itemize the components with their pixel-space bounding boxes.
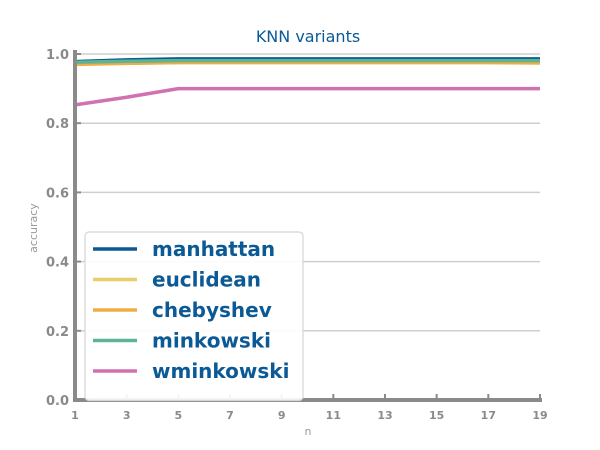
y-tick-label: 1.0 xyxy=(46,48,69,63)
x-tick-label: 13 xyxy=(377,409,392,422)
y-tick-label: 0.6 xyxy=(46,186,69,201)
y-axis-label: accuracy xyxy=(27,203,40,253)
series-line-minkowski xyxy=(74,58,540,65)
x-tick-label: 5 xyxy=(175,409,183,422)
x-axis-label: n xyxy=(305,425,312,438)
x-tick-label: 9 xyxy=(278,409,286,422)
legend-label-minkowski: minkowski xyxy=(152,329,271,353)
y-tick-label: 0.2 xyxy=(46,325,69,340)
x-tick-label: 17 xyxy=(481,409,496,422)
x-tick-label: 7 xyxy=(226,409,234,422)
legend-label-euclidean: euclidean xyxy=(152,268,261,292)
x-tick-label: 3 xyxy=(123,409,131,422)
y-tick-label: 0.4 xyxy=(46,256,69,271)
legend-label-manhattan: manhattan xyxy=(152,237,275,261)
y-tick-label: 0.0 xyxy=(46,394,69,409)
x-tick-label: 15 xyxy=(429,409,444,422)
chart-title: KNN variants xyxy=(256,27,360,46)
legend-box xyxy=(84,231,304,402)
legend-label-wminkowski: wminkowski xyxy=(152,359,289,383)
series-line-wminkowski xyxy=(74,86,540,107)
legend: manhattan euclidean chebyshev minkowski wmin… xyxy=(84,231,304,402)
ticks: 0.00.20.40.60.81.01 3 5 7 9 11 13 15 17 19 xyxy=(46,48,548,422)
x-tick-label: 1 xyxy=(71,409,79,422)
series-line-chebyshev xyxy=(74,60,541,67)
y-tick-label: 0.8 xyxy=(46,117,69,132)
x-tick-label: 19 xyxy=(532,409,547,422)
x-tick-label: 11 xyxy=(326,409,341,422)
legend-label-chebyshev: chebyshev xyxy=(152,298,272,322)
series-group xyxy=(74,57,541,107)
